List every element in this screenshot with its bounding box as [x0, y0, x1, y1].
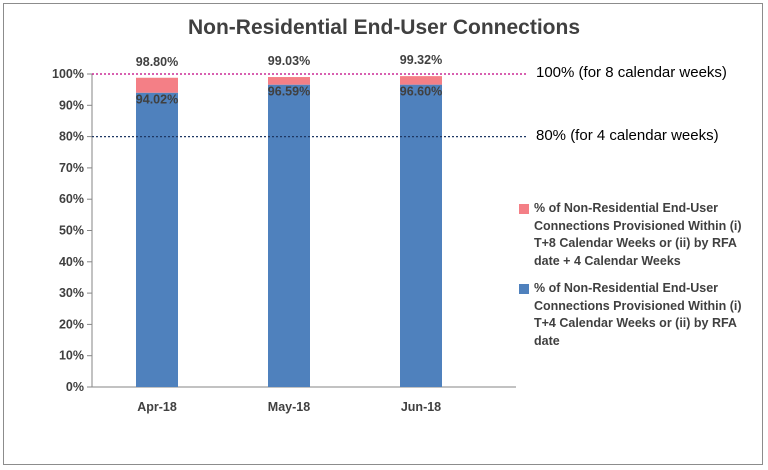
legend-item-t4: % of Non-Residential End-User Connection… [519, 280, 749, 350]
legend-swatch-t4 [519, 284, 529, 294]
bar-t4-may-18 [268, 84, 310, 387]
y-tick-label: 20% [59, 317, 84, 331]
ref-line-100-label: 100% (for 8 calendar weeks) [536, 64, 727, 81]
y-tick-label: 60% [59, 192, 84, 206]
ref-line-80-label: 80% (for 4 calendar weeks) [536, 127, 719, 144]
data-label-t8: 99.32% [400, 53, 442, 67]
y-tick-label: 10% [59, 349, 84, 363]
bar-t4-apr-18 [136, 92, 178, 387]
bar-t8-jun-18 [400, 76, 442, 85]
y-tick-label: 70% [59, 161, 84, 175]
y-tick-label: 50% [59, 224, 84, 238]
chart-frame [3, 3, 763, 465]
bar-t8-apr-18 [136, 77, 178, 93]
y-tick-label: 40% [59, 255, 84, 269]
legend: % of Non-Residential End-User Connection… [519, 200, 749, 360]
data-label-t4: 94.02% [136, 93, 178, 107]
x-tick-label: Apr-18 [137, 400, 177, 414]
y-tick-label: 0% [66, 380, 84, 394]
x-tick-label: Jun-18 [401, 400, 441, 414]
data-label-t8: 98.80% [136, 55, 178, 69]
chart-title: Non-Residential End-User Connections [187, 16, 581, 39]
bar-t8-may-18 [268, 77, 310, 85]
data-label-t4: 96.59% [268, 85, 310, 99]
legend-item-t8: % of Non-Residential End-User Connection… [519, 200, 749, 270]
legend-label-t8: % of Non-Residential End-User Connection… [534, 201, 742, 268]
legend-swatch-t8 [519, 204, 529, 214]
data-label-t8: 99.03% [268, 54, 310, 68]
x-tick-label: May-18 [268, 400, 310, 414]
y-tick-label: 100% [52, 67, 84, 81]
y-tick-label: 90% [59, 98, 84, 112]
data-label-t4: 96.60% [400, 85, 442, 99]
y-tick-label: 30% [59, 286, 84, 300]
y-tick-label: 80% [59, 130, 84, 144]
bar-t4-jun-18 [400, 84, 442, 387]
legend-label-t4: % of Non-Residential End-User Connection… [534, 281, 742, 348]
